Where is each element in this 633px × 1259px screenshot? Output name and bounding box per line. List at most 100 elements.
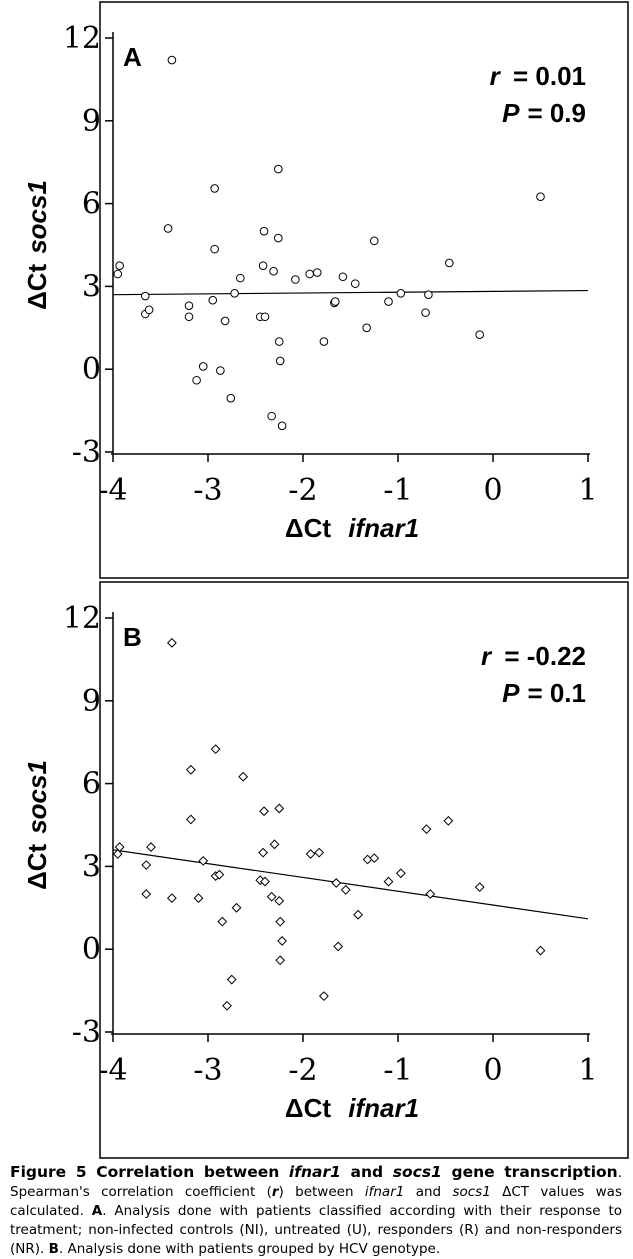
x-tick-label: -3: [193, 473, 222, 508]
data-point: [238, 771, 249, 782]
data-point: [350, 279, 360, 288]
caption-title-gene2: socs1: [392, 1163, 442, 1181]
data-point: [267, 411, 276, 421]
data-point: [475, 330, 485, 340]
data-point: [210, 244, 219, 254]
data-point: [210, 184, 219, 193]
regression-line: [112, 849, 589, 920]
data-point: [216, 366, 225, 375]
data-point: [166, 637, 177, 648]
data-point: [193, 893, 204, 904]
caption-title-mid: and: [340, 1163, 393, 1181]
y-tick-label: 9: [82, 104, 101, 139]
data-point: [198, 362, 208, 371]
data-point: [141, 291, 150, 301]
y-axis-label-gene: socs1: [22, 760, 52, 834]
data-point: [340, 884, 351, 895]
y-tick-label: 0: [82, 932, 101, 967]
data-point: [258, 847, 269, 858]
stat-r: r = 0.01: [490, 61, 586, 91]
x-axis-label: ΔCt ifnar1: [285, 513, 419, 543]
data-point: [192, 375, 201, 385]
data-point: [535, 945, 546, 956]
data-point: [274, 233, 283, 243]
data-point: [277, 936, 288, 946]
x-tick-label: 0: [483, 1053, 502, 1088]
data-point: [269, 839, 280, 850]
x-tick-label: -2: [288, 473, 317, 508]
panel-letter: B: [123, 622, 142, 652]
figure-caption: Figure 5 Correlation between ifnar1 and …: [10, 1163, 622, 1259]
data-point: [474, 882, 485, 893]
data-point: [331, 878, 342, 888]
x-tick-label: -1: [383, 1053, 412, 1088]
y-axis-label-prefix: ΔCt: [22, 843, 52, 889]
data-point: [291, 275, 300, 284]
caption-r-symbol: r: [271, 1184, 279, 1200]
data-point: [226, 393, 236, 403]
stat-p-value: = 0.1: [527, 678, 586, 708]
stat-r-symbol: r: [481, 641, 498, 671]
panel-letter: A: [123, 42, 142, 72]
data-point: [314, 847, 325, 858]
caption-text: ΔCT values was calculated.: [10, 1184, 622, 1219]
data-point: [421, 308, 430, 317]
data-point: [113, 269, 123, 279]
data-point: [274, 803, 285, 814]
stat-r-symbol: r: [490, 61, 507, 91]
data-point: [163, 224, 173, 233]
data-point: [217, 916, 228, 927]
data-point: [167, 55, 177, 65]
stat-p: P = 0.9: [502, 98, 586, 128]
data-point: [144, 305, 154, 315]
data-point: [222, 1000, 232, 1011]
data-point: [275, 356, 285, 366]
data-point: [424, 290, 433, 299]
caption-title-prefix: Figure 5 Correlation between: [10, 1163, 289, 1181]
data-point: [260, 312, 270, 322]
data-point: [114, 842, 125, 852]
caption-title-gene1: ifnar1: [288, 1163, 341, 1181]
data-point: [230, 289, 239, 298]
data-point: [146, 842, 156, 852]
stat-r-value: = -0.22: [504, 641, 586, 671]
data-point: [333, 941, 344, 952]
data-point: [236, 273, 245, 283]
stat-p: P = 0.1: [502, 678, 586, 708]
caption-label-b: B: [48, 1241, 59, 1257]
data-point: [277, 421, 287, 431]
data-point: [166, 893, 177, 904]
caption-text: and: [404, 1184, 453, 1200]
y-axis-label-prefix: ΔCt: [22, 263, 52, 309]
data-point: [259, 806, 269, 817]
x-tick-label: -4: [98, 1053, 127, 1088]
data-point: [384, 297, 393, 306]
data-point: [226, 974, 237, 985]
y-tick-label: 9: [82, 684, 101, 719]
data-point: [445, 258, 454, 268]
data-point: [395, 868, 406, 879]
caption-text: . Spearman's correlation coefficient (: [10, 1165, 622, 1200]
y-tick-label: 0: [82, 352, 101, 387]
y-axis-label-gene: socs1: [22, 180, 52, 254]
panel-frame: [99, 581, 629, 1159]
data-point: [266, 891, 277, 902]
caption-title: Figure 5 Correlation between ifnar1 and …: [10, 1163, 618, 1181]
data-point: [269, 266, 278, 276]
caption-text-b: . Analysis done with patients grouped by…: [58, 1241, 441, 1257]
y-tick-label: 12: [63, 21, 101, 56]
stat-p-symbol: P: [502, 98, 520, 128]
caption-label-a: A: [91, 1203, 103, 1219]
y-tick-label: 3: [82, 849, 101, 884]
caption-text: ) between: [278, 1184, 365, 1200]
data-point: [184, 301, 194, 311]
x-tick-label: -3: [193, 1053, 222, 1088]
data-point: [115, 261, 124, 271]
data-point: [112, 849, 123, 859]
y-axis-label: ΔCt socs1: [22, 180, 52, 310]
caption-gene2: socs1: [452, 1184, 491, 1200]
